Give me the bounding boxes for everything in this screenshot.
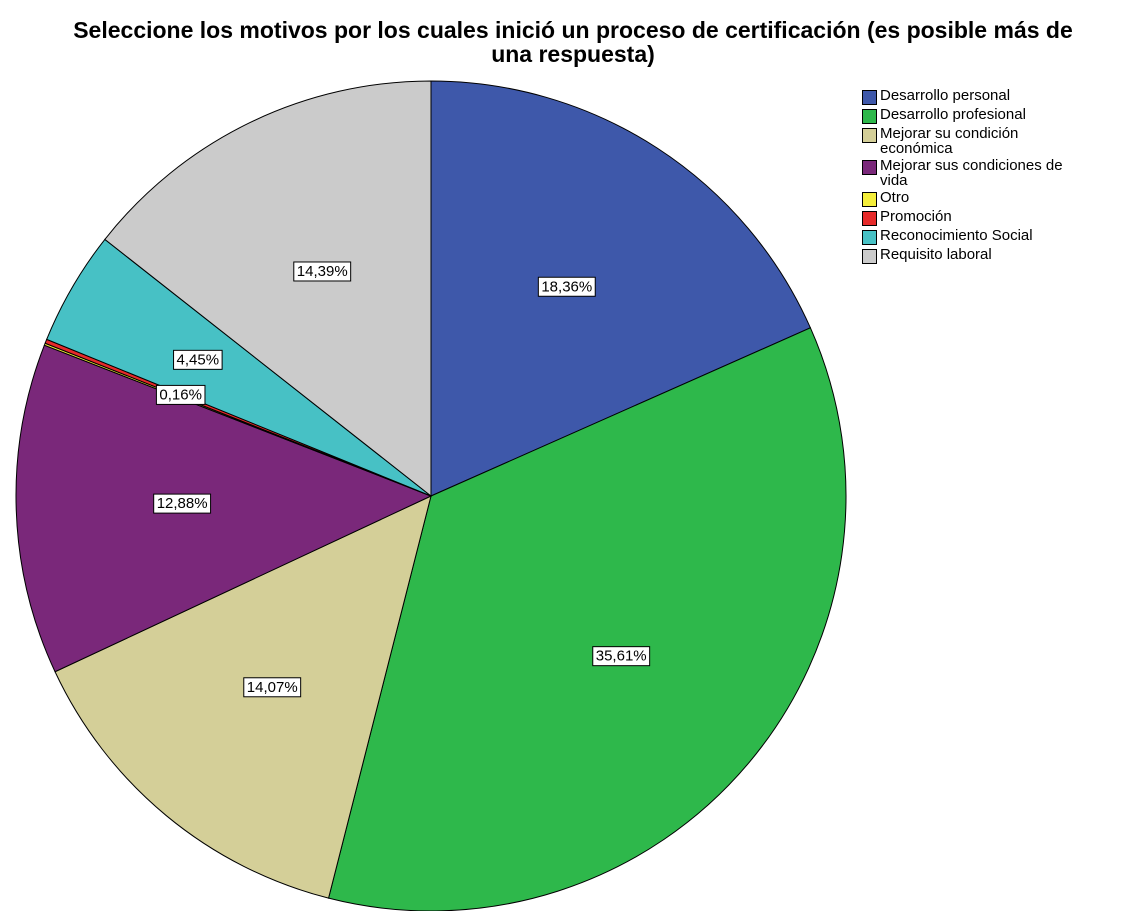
pie-slice	[54, 495, 432, 899]
legend-item: Desarrollo personal	[862, 88, 1085, 105]
legend-item: Mejorar su condición económica	[862, 126, 1085, 156]
data-label-box	[153, 493, 212, 514]
legend-label: Desarrollo personal	[880, 87, 1011, 104]
data-label-box	[243, 677, 302, 698]
pie-slice	[104, 80, 432, 498]
data-label: 12,88%	[153, 493, 212, 514]
data-label-text: 4,45%	[177, 351, 220, 368]
legend-item: Promoción	[862, 209, 1085, 226]
data-label: 14,39%	[293, 261, 352, 282]
data-label-box	[155, 384, 206, 405]
pie-slice	[430, 80, 812, 497]
data-label-box	[537, 276, 596, 297]
data-label-text: 18,36%	[541, 278, 592, 295]
legend-swatch	[862, 211, 877, 226]
data-label-box	[592, 646, 651, 667]
data-label-text: 14,07%	[247, 679, 298, 696]
legend-item: Mejorar sus condiciones de vida	[862, 158, 1085, 188]
legend-swatch	[862, 249, 877, 264]
legend-swatch	[862, 90, 877, 105]
pie-slice	[327, 327, 847, 911]
legend-swatch	[862, 230, 877, 245]
legend-swatch	[862, 109, 877, 124]
legend: Desarrollo personal Desarrollo profesiona…	[862, 88, 1085, 266]
data-label-text: 35,61%	[596, 648, 647, 665]
legend-label: Desarrollo profesional	[880, 106, 1026, 123]
chart-title: Seleccione los motivos por los cuales in…	[73, 17, 1073, 67]
data-label: 14,07%	[243, 677, 302, 698]
legend-swatch	[862, 192, 877, 207]
pie-slice	[15, 344, 433, 673]
data-label-text: 12,88%	[157, 495, 208, 512]
legend-label: Promoción	[880, 208, 952, 225]
data-label-text: 14,39%	[297, 263, 348, 280]
legend-label: Mejorar sus condiciones de vida	[880, 157, 1063, 189]
legend-label: Reconocimiento Social	[880, 227, 1033, 244]
legend-label: Otro	[880, 189, 910, 206]
legend-item: Desarrollo profesional	[862, 107, 1085, 124]
legend-swatch	[862, 160, 877, 175]
data-label-text: 0,16%	[159, 386, 202, 403]
legend-item: Requisito laboral	[862, 247, 1085, 264]
data-label: 0,16%	[155, 384, 206, 405]
data-label: 35,61%	[592, 646, 651, 667]
legend-item: Otro	[862, 190, 1085, 207]
legend-swatch	[862, 128, 877, 143]
legend-item: Reconocimiento Social	[862, 228, 1085, 245]
data-label-box	[173, 349, 223, 370]
legend-label: Mejorar su condición económica	[880, 125, 1019, 157]
data-label: 4,45%	[173, 349, 223, 370]
legend-label: Requisito laboral	[880, 246, 992, 263]
data-label: 18,36%	[537, 276, 596, 297]
data-label-box	[293, 261, 352, 282]
